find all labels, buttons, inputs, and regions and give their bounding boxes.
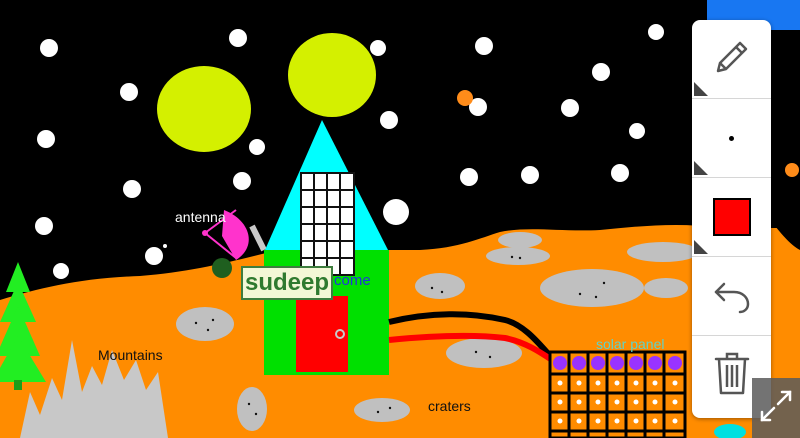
color-swatch xyxy=(712,198,751,236)
antenna-dish xyxy=(202,209,267,278)
brush-size-button[interactable] xyxy=(692,99,771,178)
moon-left xyxy=(157,66,251,152)
stars xyxy=(35,24,664,279)
orange-planet xyxy=(457,90,473,106)
craters-label: craters xyxy=(428,398,471,414)
craters xyxy=(176,232,699,431)
undo-icon xyxy=(710,272,754,321)
submenu-corner-icon xyxy=(694,82,708,96)
come-label: come xyxy=(334,272,371,289)
fullscreen-button[interactable] xyxy=(752,378,800,438)
undo-button[interactable] xyxy=(692,257,771,336)
name-tag: sudeep xyxy=(241,266,333,300)
mountains xyxy=(20,340,168,438)
pencil-icon xyxy=(710,35,754,84)
trash-icon xyxy=(710,349,754,402)
orange-planet-small xyxy=(785,163,799,177)
cable-black xyxy=(388,311,555,361)
expand-icon xyxy=(758,388,794,429)
mountains-label: Mountains xyxy=(98,347,163,363)
antenna-label: antenna xyxy=(175,209,226,225)
crater-dots xyxy=(194,255,606,416)
solar-panel-label: solar panel xyxy=(596,336,665,352)
color-picker-button[interactable] xyxy=(692,178,771,257)
submenu-corner-icon xyxy=(694,161,708,175)
pencil-tool-button[interactable] xyxy=(692,20,771,99)
door-knob xyxy=(335,329,345,339)
solar-panel xyxy=(548,350,687,438)
ground-edge-right xyxy=(770,205,800,250)
brush-size-dot-icon xyxy=(729,135,734,141)
moon-right xyxy=(288,33,376,117)
cyan-blob xyxy=(714,424,746,438)
house-window xyxy=(300,172,355,276)
submenu-corner-icon xyxy=(694,240,708,254)
cable-red xyxy=(388,332,554,363)
drawing-toolbar xyxy=(692,20,771,418)
house-door xyxy=(296,296,348,372)
clear-button[interactable] xyxy=(692,336,771,415)
tree xyxy=(0,262,46,390)
